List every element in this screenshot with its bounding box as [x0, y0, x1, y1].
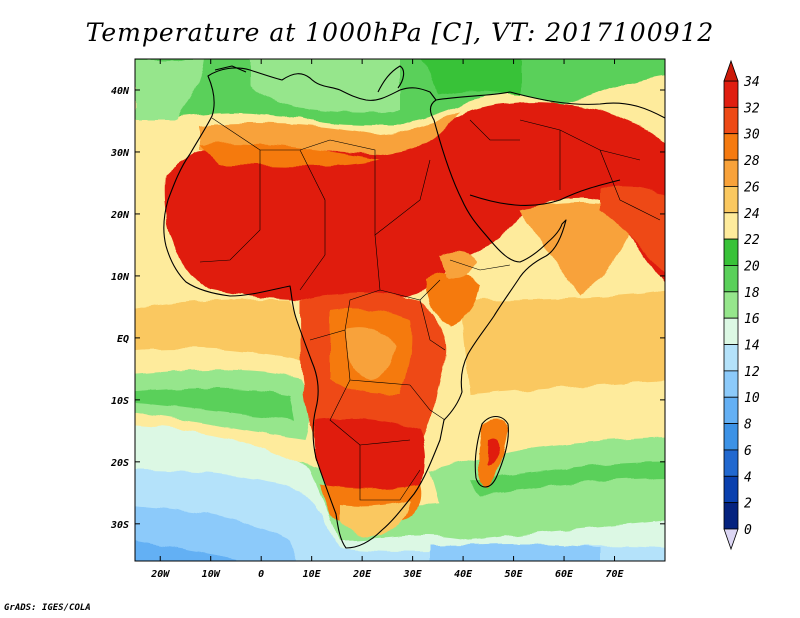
lat-tick-label: 10N [111, 272, 130, 283]
colorbar-label: 24 [744, 207, 760, 222]
colorbar-swatch [723, 502, 739, 530]
lon-tick-label: 50E [505, 569, 524, 580]
lon-tick-label: 0 [258, 569, 264, 580]
colorbar-top-arrow [723, 59, 739, 82]
colorbar-label: 10 [744, 391, 760, 406]
colorbar-label: 0 [744, 523, 752, 538]
colorbar-swatch [723, 133, 739, 161]
colorbar-label: 20 [744, 259, 760, 274]
colorbar-swatch [723, 238, 739, 266]
colorbar-swatch [723, 291, 739, 319]
lon-tick-label: 60E [555, 569, 574, 580]
colorbar-label: 22 [744, 233, 760, 248]
lon-tick-label: 20W [150, 569, 170, 580]
colorbar-label: 28 [744, 154, 760, 169]
colorbar-swatch [723, 344, 739, 372]
colorbar-label: 26 [744, 180, 760, 195]
chart-title: Temperature at 1000hPa [C], VT: 20171009… [85, 18, 715, 47]
lat-tick-label: 10S [111, 396, 129, 407]
lon-tick-label: 30E [403, 569, 423, 580]
lat-tick-label: 30N [110, 148, 130, 159]
colorbar-bottom-arrow [723, 528, 739, 551]
temperature-field [135, 59, 665, 561]
colorbar-label: 18 [744, 286, 760, 301]
colorbar-label: 32 [743, 101, 760, 116]
colorbar-label: 6 [744, 444, 752, 459]
lat-tick-label: 30S [110, 520, 129, 531]
colorbar-swatch [723, 317, 739, 345]
credit-text: GrADS: IGES/COLA [4, 603, 91, 613]
colorbar-swatch [723, 423, 739, 451]
colorbar-swatch [723, 212, 739, 240]
country-borders [199, 117, 661, 501]
colorbar-label: 14 [744, 339, 760, 354]
lat-tick-label: 40N [111, 86, 130, 97]
lat-tick-label: 20N [110, 210, 130, 221]
colorbar-label: 30 [743, 128, 760, 143]
colorbar-label: 12 [744, 365, 760, 380]
colorbar-swatch [723, 80, 739, 108]
colorbar-swatch [723, 159, 739, 187]
coastlines [163, 65, 665, 549]
colorbar-swatch [723, 106, 739, 135]
lon-tick-label: 70E [605, 569, 624, 580]
colorbar-label: 4 [744, 470, 752, 485]
lat-tick-label: EQ [117, 334, 129, 345]
colorbar-label: 16 [744, 312, 760, 327]
colorbar-label: 8 [744, 418, 752, 433]
colorbar-swatch [723, 186, 739, 214]
lon-tick-label: 10W [202, 569, 221, 580]
colorbar-label: 34 [743, 75, 760, 90]
lon-tick-label: 20E [352, 569, 372, 580]
lon-tick-label: 10E [303, 569, 322, 580]
colorbar-swatch [723, 449, 739, 477]
colorbar-swatch [723, 475, 739, 504]
lon-tick-label: 40E [454, 569, 473, 580]
colorbar-swatch [723, 370, 739, 398]
map-frame [134, 58, 666, 562]
colorbar-label: 2 [744, 497, 752, 512]
lat-tick-label: 20S [110, 458, 129, 469]
colorbar-swatch [723, 396, 739, 424]
map-axes: 40N 30N 20N 10N EQ 10S 20S 30S 20W 10W 0 10E 20E 30E 4… [110, 59, 665, 580]
colorbar-swatch [723, 265, 739, 293]
